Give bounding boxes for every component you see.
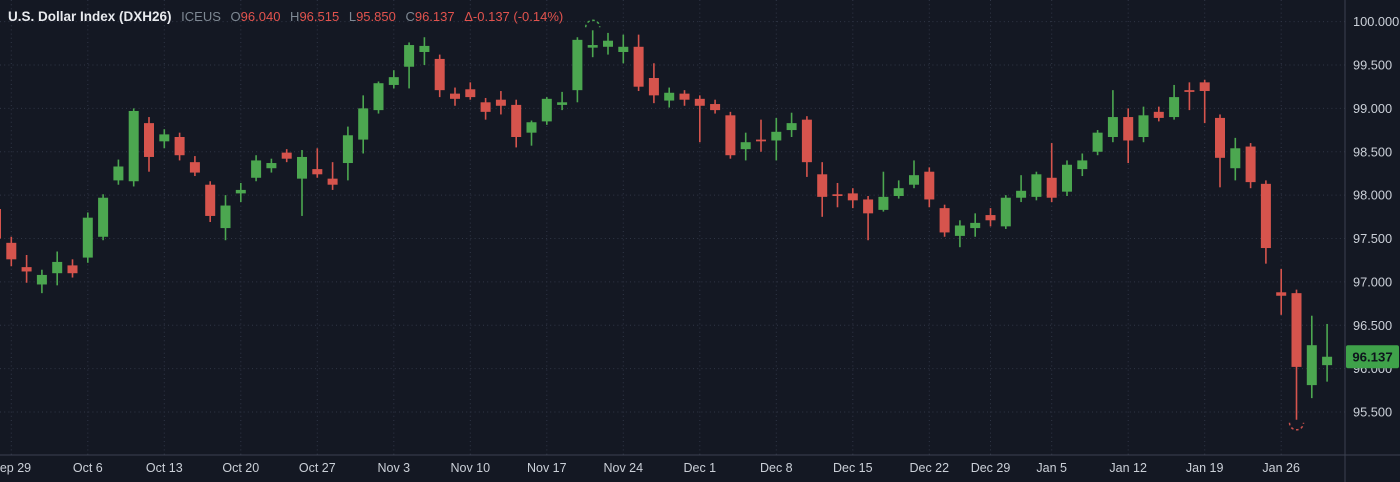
price-axis-label[interactable]: 95.500 <box>1353 405 1392 420</box>
time-axis-label[interactable]: Sep 29 <box>0 461 31 475</box>
close-value: 96.137 <box>414 9 455 24</box>
last-price-badge <box>1346 345 1399 369</box>
low-value: 95.850 <box>356 9 396 24</box>
time-axis-label[interactable]: Nov 17 <box>527 461 567 475</box>
exchange-label: ICEUS <box>181 9 221 24</box>
time-axis-label[interactable]: Nov 10 <box>450 461 490 475</box>
time-axis-label[interactable]: Jan 19 <box>1186 461 1224 475</box>
time-axis-label[interactable]: Dec 29 <box>971 461 1011 475</box>
time-axis-label[interactable]: Dec 1 <box>683 461 716 475</box>
time-axis-label[interactable]: Nov 24 <box>603 461 643 475</box>
open-label: O <box>230 9 241 24</box>
close-label: C <box>405 9 415 24</box>
price-axis-label[interactable]: 99.500 <box>1353 58 1392 73</box>
time-axis-label[interactable]: Nov 3 <box>377 461 410 475</box>
time-axis-label[interactable]: Dec 8 <box>760 461 793 475</box>
high-label: H <box>290 9 300 24</box>
time-axis-label[interactable]: Dec 22 <box>909 461 949 475</box>
price-axis-label[interactable]: 97.500 <box>1353 231 1392 246</box>
time-axis-label[interactable]: Jan 26 <box>1262 461 1300 475</box>
price-axis-label[interactable]: 98.500 <box>1353 144 1392 159</box>
low-label: L <box>348 9 357 24</box>
price-axis-label[interactable]: 97.000 <box>1353 274 1392 289</box>
price-axis-label[interactable]: 96.500 <box>1353 318 1392 333</box>
open-value: 96.040 <box>240 9 281 24</box>
time-axis-label[interactable]: Jan 5 <box>1036 461 1067 475</box>
time-axis-label[interactable]: Oct 27 <box>299 461 336 475</box>
ohlc-open: O96.040 <box>231 9 281 24</box>
price-axis-label[interactable]: 100.000 <box>1353 14 1399 29</box>
time-axis-label[interactable]: Oct 13 <box>146 461 183 475</box>
ohlc-low: L95.850 <box>349 9 396 24</box>
symbol-legend: U.S. Dollar Index (DXH26) ICEUS O96.040 … <box>8 9 569 24</box>
ohlc-high: H96.515 <box>290 9 339 24</box>
price-axis-label[interactable]: 99.000 <box>1353 101 1392 116</box>
high-value: 96.515 <box>299 9 340 24</box>
symbol-title: U.S. Dollar Index (DXH26) <box>8 9 172 24</box>
time-axis-label[interactable]: Dec 15 <box>833 461 873 475</box>
time-axis-label[interactable]: Jan 12 <box>1109 461 1147 475</box>
price-axis-label[interactable]: 98.000 <box>1353 188 1392 203</box>
change-value: Δ-0.137 (-0.14%) <box>464 9 564 24</box>
time-axis-label[interactable]: Oct 20 <box>222 461 259 475</box>
time-axis-label[interactable]: Oct 6 <box>73 461 103 475</box>
ohlc-close: C96.137 <box>405 9 454 24</box>
svg-text:96.137: 96.137 <box>1352 350 1392 365</box>
